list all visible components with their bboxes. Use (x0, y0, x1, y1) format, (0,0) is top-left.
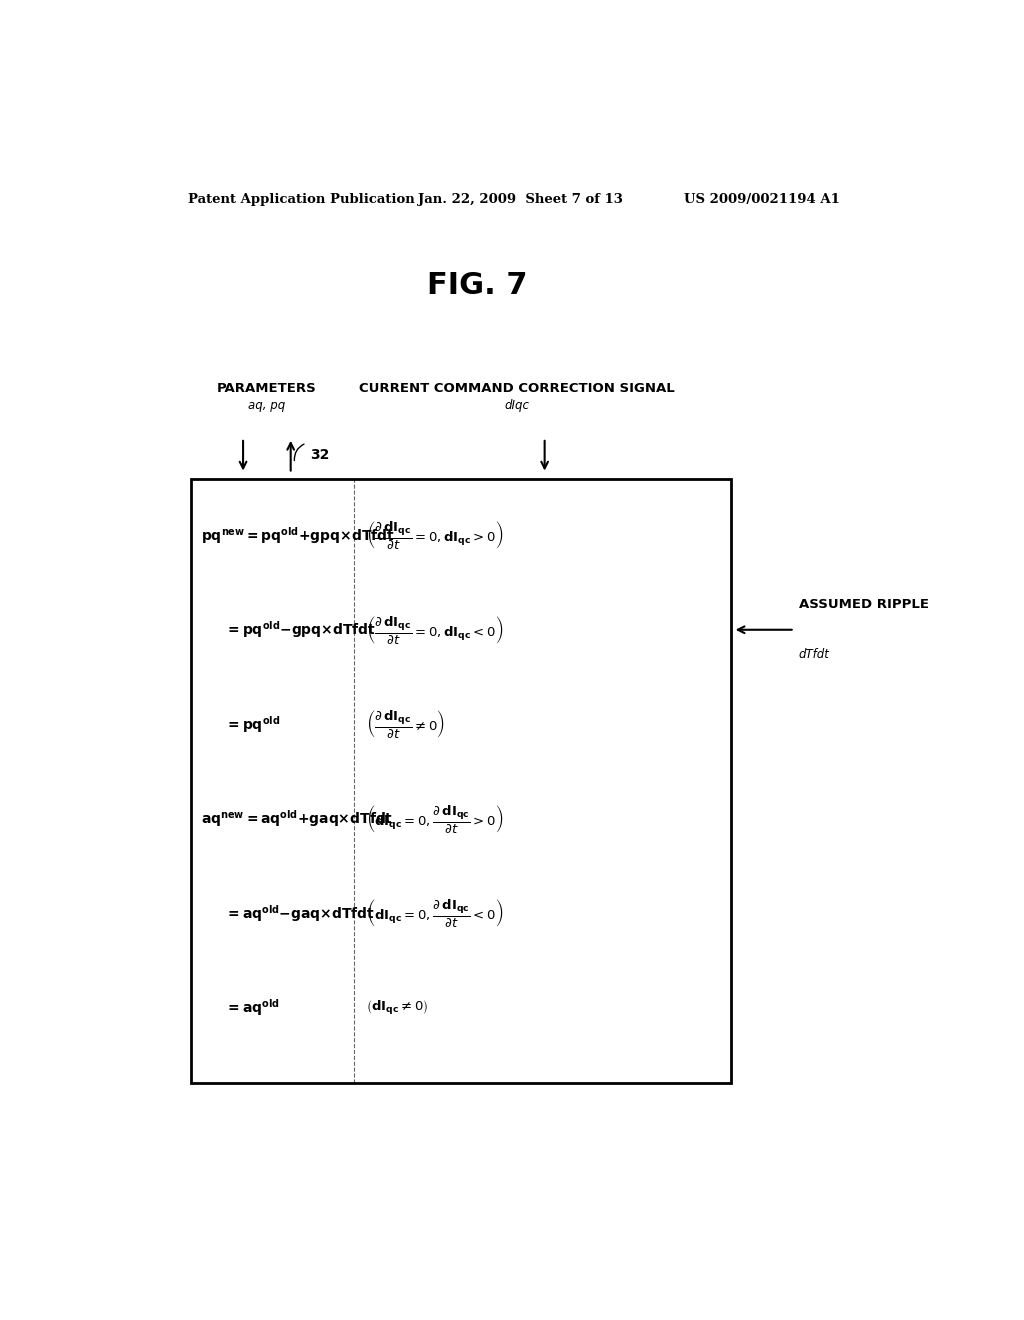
Text: CURRENT COMMAND CORRECTION SIGNAL: CURRENT COMMAND CORRECTION SIGNAL (359, 383, 675, 395)
Text: $\mathbf{=aq}^{\mathbf{old}}$: $\mathbf{=aq}^{\mathbf{old}}$ (225, 998, 280, 1018)
Text: $\left(\dfrac{\partial\,\mathbf{dI_{qc}}}{\partial t}=0,\mathbf{dI_{qc}}<0\right: $\left(\dfrac{\partial\,\mathbf{dI_{qc}}… (367, 614, 504, 645)
Text: FIG. 7: FIG. 7 (427, 271, 527, 300)
Text: $\mathbf{=pq}^{\mathbf{old}}\mathbf{-gpq{\times}dTfdt}$: $\mathbf{=pq}^{\mathbf{old}}\mathbf{-gpq… (225, 619, 376, 640)
Text: dTfdt: dTfdt (799, 648, 829, 661)
Text: $\mathbf{pq}^{\mathbf{new}}\mathbf{=pq}^{\mathbf{old}}\mathbf{+gpq{\times}dTfdt}: $\mathbf{pq}^{\mathbf{new}}\mathbf{=pq}^… (201, 525, 395, 545)
Text: Patent Application Publication: Patent Application Publication (187, 193, 415, 206)
Text: $\left(\dfrac{\partial\,\mathbf{dI_{qc}}}{\partial t}\neq0\right)$: $\left(\dfrac{\partial\,\mathbf{dI_{qc}}… (367, 709, 444, 741)
Text: aq, pq: aq, pq (248, 400, 286, 412)
Text: $\mathbf{=pq}^{\mathbf{old}}$: $\mathbf{=pq}^{\mathbf{old}}$ (225, 714, 280, 735)
Text: $\mathbf{aq}^{\mathbf{new}}\mathbf{=aq}^{\mathbf{old}}\mathbf{+gaq{\times}dTfdt}: $\mathbf{aq}^{\mathbf{new}}\mathbf{=aq}^… (201, 808, 393, 829)
Text: ASSUMED RIPPLE: ASSUMED RIPPLE (799, 598, 929, 611)
Text: PARAMETERS: PARAMETERS (217, 383, 316, 395)
Text: $\left(\mathbf{dI_{qc}}\neq0\right)$: $\left(\mathbf{dI_{qc}}\neq0\right)$ (367, 999, 429, 1016)
Text: $\left(\mathbf{dI_{qc}}=0,\dfrac{\partial\,\mathbf{dI_{qc}}}{\partial t}<0\right: $\left(\mathbf{dI_{qc}}=0,\dfrac{\partia… (367, 898, 504, 929)
Text: $\left(\mathbf{dI_{qc}}=0,\dfrac{\partial\,\mathbf{dI_{qc}}}{\partial t}>0\right: $\left(\mathbf{dI_{qc}}=0,\dfrac{\partia… (367, 803, 504, 834)
Text: $\mathbf{=aq}^{\mathbf{old}}\mathbf{-gaq{\times}dTfdt}$: $\mathbf{=aq}^{\mathbf{old}}\mathbf{-gaq… (225, 903, 375, 924)
Bar (191, 479, 731, 1084)
Text: US 2009/0021194 A1: US 2009/0021194 A1 (684, 193, 840, 206)
Text: $\left(\dfrac{\partial\,\mathbf{dI_{qc}}}{\partial t}=0,\mathbf{dI_{qc}}>0\right: $\left(\dfrac{\partial\,\mathbf{dI_{qc}}… (367, 519, 504, 552)
Text: dIqc: dIqc (505, 400, 529, 412)
Text: Jan. 22, 2009  Sheet 7 of 13: Jan. 22, 2009 Sheet 7 of 13 (418, 193, 623, 206)
Text: 32: 32 (310, 447, 330, 462)
